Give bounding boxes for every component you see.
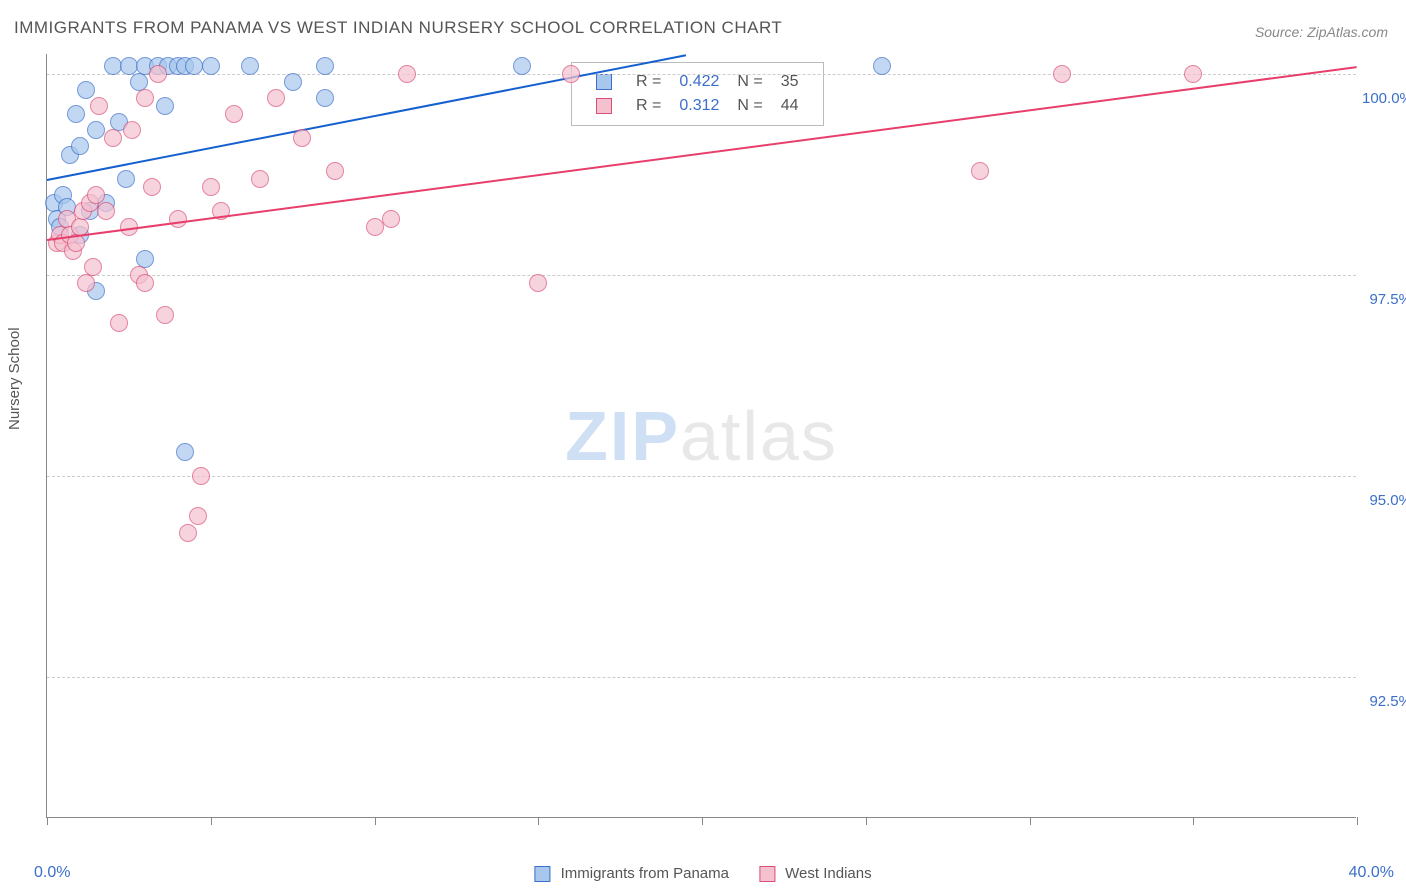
scatter-point [366,218,384,236]
scatter-point [104,57,122,75]
scatter-point [241,57,259,75]
grid-line: 97.5% [47,275,1356,276]
x-tick [866,817,867,825]
swatch-panama [596,74,612,90]
scatter-point [90,97,108,115]
scatter-point [169,210,187,228]
scatter-point [267,89,285,107]
watermark-zip: ZIP [565,397,680,475]
stats-row-west-indian: R = 0.312 N = 44 [588,95,807,117]
x-tick [538,817,539,825]
x-tick [1030,817,1031,825]
scatter-point [529,274,547,292]
y-tick-label: 95.0% [1362,492,1406,509]
x-tick [47,817,48,825]
scatter-point [202,57,220,75]
scatter-point [176,443,194,461]
scatter-point [149,65,167,83]
swatch-west-indian [759,866,775,882]
watermark: ZIPatlas [565,396,838,476]
x-axis-max-label: 40.0% [1349,864,1394,882]
scatter-point [513,57,531,75]
legend-item-panama: Immigrants from Panama [534,865,729,882]
scatter-point [1184,65,1202,83]
scatter-point [77,274,95,292]
scatter-point [202,178,220,196]
y-tick-label: 92.5% [1362,693,1406,710]
swatch-panama [534,866,550,882]
stats-legend-box: R = 0.422 N = 35 R = 0.312 N = 44 [571,62,824,126]
scatter-point [873,57,891,75]
source-attribution: Source: ZipAtlas.com [1255,24,1388,40]
n-value-west-indian: 44 [773,95,807,117]
scatter-point [120,57,138,75]
scatter-point [117,170,135,188]
scatter-point [316,57,334,75]
x-axis-min-label: 0.0% [34,864,70,882]
x-tick [211,817,212,825]
grid-line: 92.5% [47,677,1356,678]
scatter-point [284,73,302,91]
x-tick [1357,817,1358,825]
scatter-point [87,186,105,204]
scatter-point [398,65,416,83]
x-tick [1193,817,1194,825]
scatter-point [192,467,210,485]
legend-item-west-indian: West Indians [759,865,872,882]
y-tick-label: 100.0% [1362,90,1406,107]
scatter-point [562,65,580,83]
y-tick-label: 97.5% [1362,291,1406,308]
scatter-point [87,121,105,139]
scatter-point [110,314,128,332]
legend-label-west-indian: West Indians [785,865,871,882]
scatter-point [971,162,989,180]
scatter-point [316,89,334,107]
scatter-point [123,121,141,139]
grid-line: 100.0% [47,74,1356,75]
n-label: N = [729,95,770,117]
legend-label-panama: Immigrants from Panama [561,865,729,882]
scatter-point [136,89,154,107]
scatter-point [293,129,311,147]
scatter-point [179,524,197,542]
scatter-point [71,137,89,155]
scatter-point [97,202,115,220]
x-tick [702,817,703,825]
scatter-point [382,210,400,228]
scatter-point [67,105,85,123]
bottom-legend: Immigrants from Panama West Indians [534,865,871,882]
chart-title: IMMIGRANTS FROM PANAMA VS WEST INDIAN NU… [14,18,782,38]
plot-area: ZIPatlas R = 0.422 N = 35 R = 0.312 N = … [46,54,1356,818]
watermark-atlas: atlas [680,397,838,475]
scatter-point [225,105,243,123]
scatter-point [326,162,344,180]
scatter-point [77,81,95,99]
scatter-point [1053,65,1071,83]
grid-line: 95.0% [47,476,1356,477]
y-axis-title: Nursery School [6,327,23,430]
scatter-point [84,258,102,276]
scatter-point [189,507,207,525]
r-label: R = [628,95,669,117]
x-tick [375,817,376,825]
scatter-point [156,306,174,324]
r-value-west-indian: 0.312 [671,95,727,117]
scatter-point [136,274,154,292]
scatter-point [104,129,122,147]
swatch-west-indian [596,98,612,114]
scatter-point [143,178,161,196]
scatter-point [185,57,203,75]
scatter-point [251,170,269,188]
scatter-point [156,97,174,115]
